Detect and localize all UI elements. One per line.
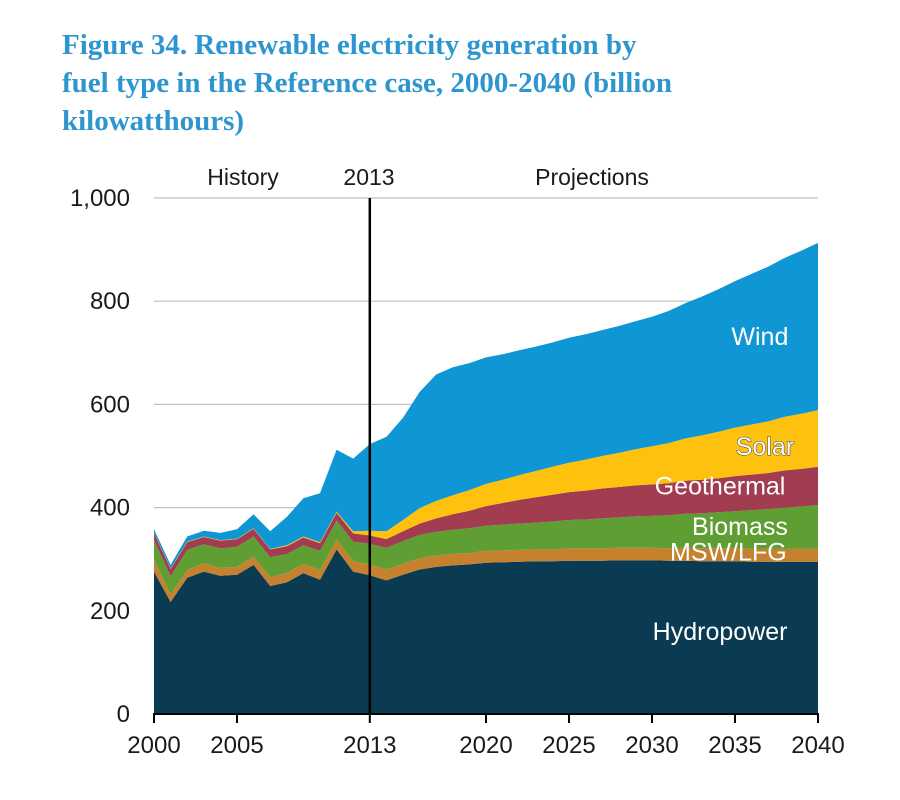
area-biomass (154, 505, 818, 595)
figure-title: Figure 34. Renewable electricity generat… (62, 26, 802, 140)
area-geothermal (154, 466, 818, 577)
y-tick-label-800: 800 (90, 288, 130, 315)
area-series (154, 242, 818, 714)
area-solar (154, 410, 818, 569)
series-label-msw-lfg: MSW/LFG (670, 539, 787, 567)
x-tick-label-2005: 2005 (210, 732, 263, 759)
tick-labels: 0 200 400 600 800 1,000 2000 2005 2013 2020 2025 20… (70, 185, 845, 759)
series-label-biomass: Biomass (692, 513, 788, 541)
figure-title-line-3: kilowatthours) (62, 105, 245, 137)
series-label-geothermal: Geothermal (655, 473, 786, 501)
history-label: History (207, 164, 279, 190)
figure-title-line-2: fuel type in the Reference case, 2000-20… (62, 67, 672, 99)
projections-label: Projections (535, 164, 649, 190)
x-tick-label-2000: 2000 (127, 732, 180, 759)
x-tick-label-2040: 2040 (791, 732, 844, 759)
y-tick-label-400: 400 (90, 495, 130, 522)
area-hydropower (154, 549, 818, 714)
series-label-solar: Solar (736, 433, 794, 461)
x-tick-label-2035: 2035 (708, 732, 761, 759)
x-tick-label-2013: 2013 (343, 732, 396, 759)
area-msw-lfg (154, 539, 818, 602)
series-label-wind: Wind (731, 323, 788, 351)
divider-year-label: 2013 (343, 164, 394, 190)
y-tick-label-600: 600 (90, 391, 130, 418)
y-tick-label-200: 200 (90, 598, 130, 625)
x-axis (153, 713, 819, 723)
x-tick-label-2030: 2030 (625, 732, 678, 759)
series-label-hydropower: Hydropower (653, 618, 788, 646)
x-tick-label-2025: 2025 (542, 732, 595, 759)
area-wind (154, 242, 818, 569)
figure-title-line-1: Figure 34. Renewable electricity generat… (62, 29, 637, 61)
y-tick-label-0: 0 (117, 701, 130, 728)
y-tick-label-1,000: 1,000 (70, 185, 130, 212)
x-tick-label-2020: 2020 (459, 732, 512, 759)
